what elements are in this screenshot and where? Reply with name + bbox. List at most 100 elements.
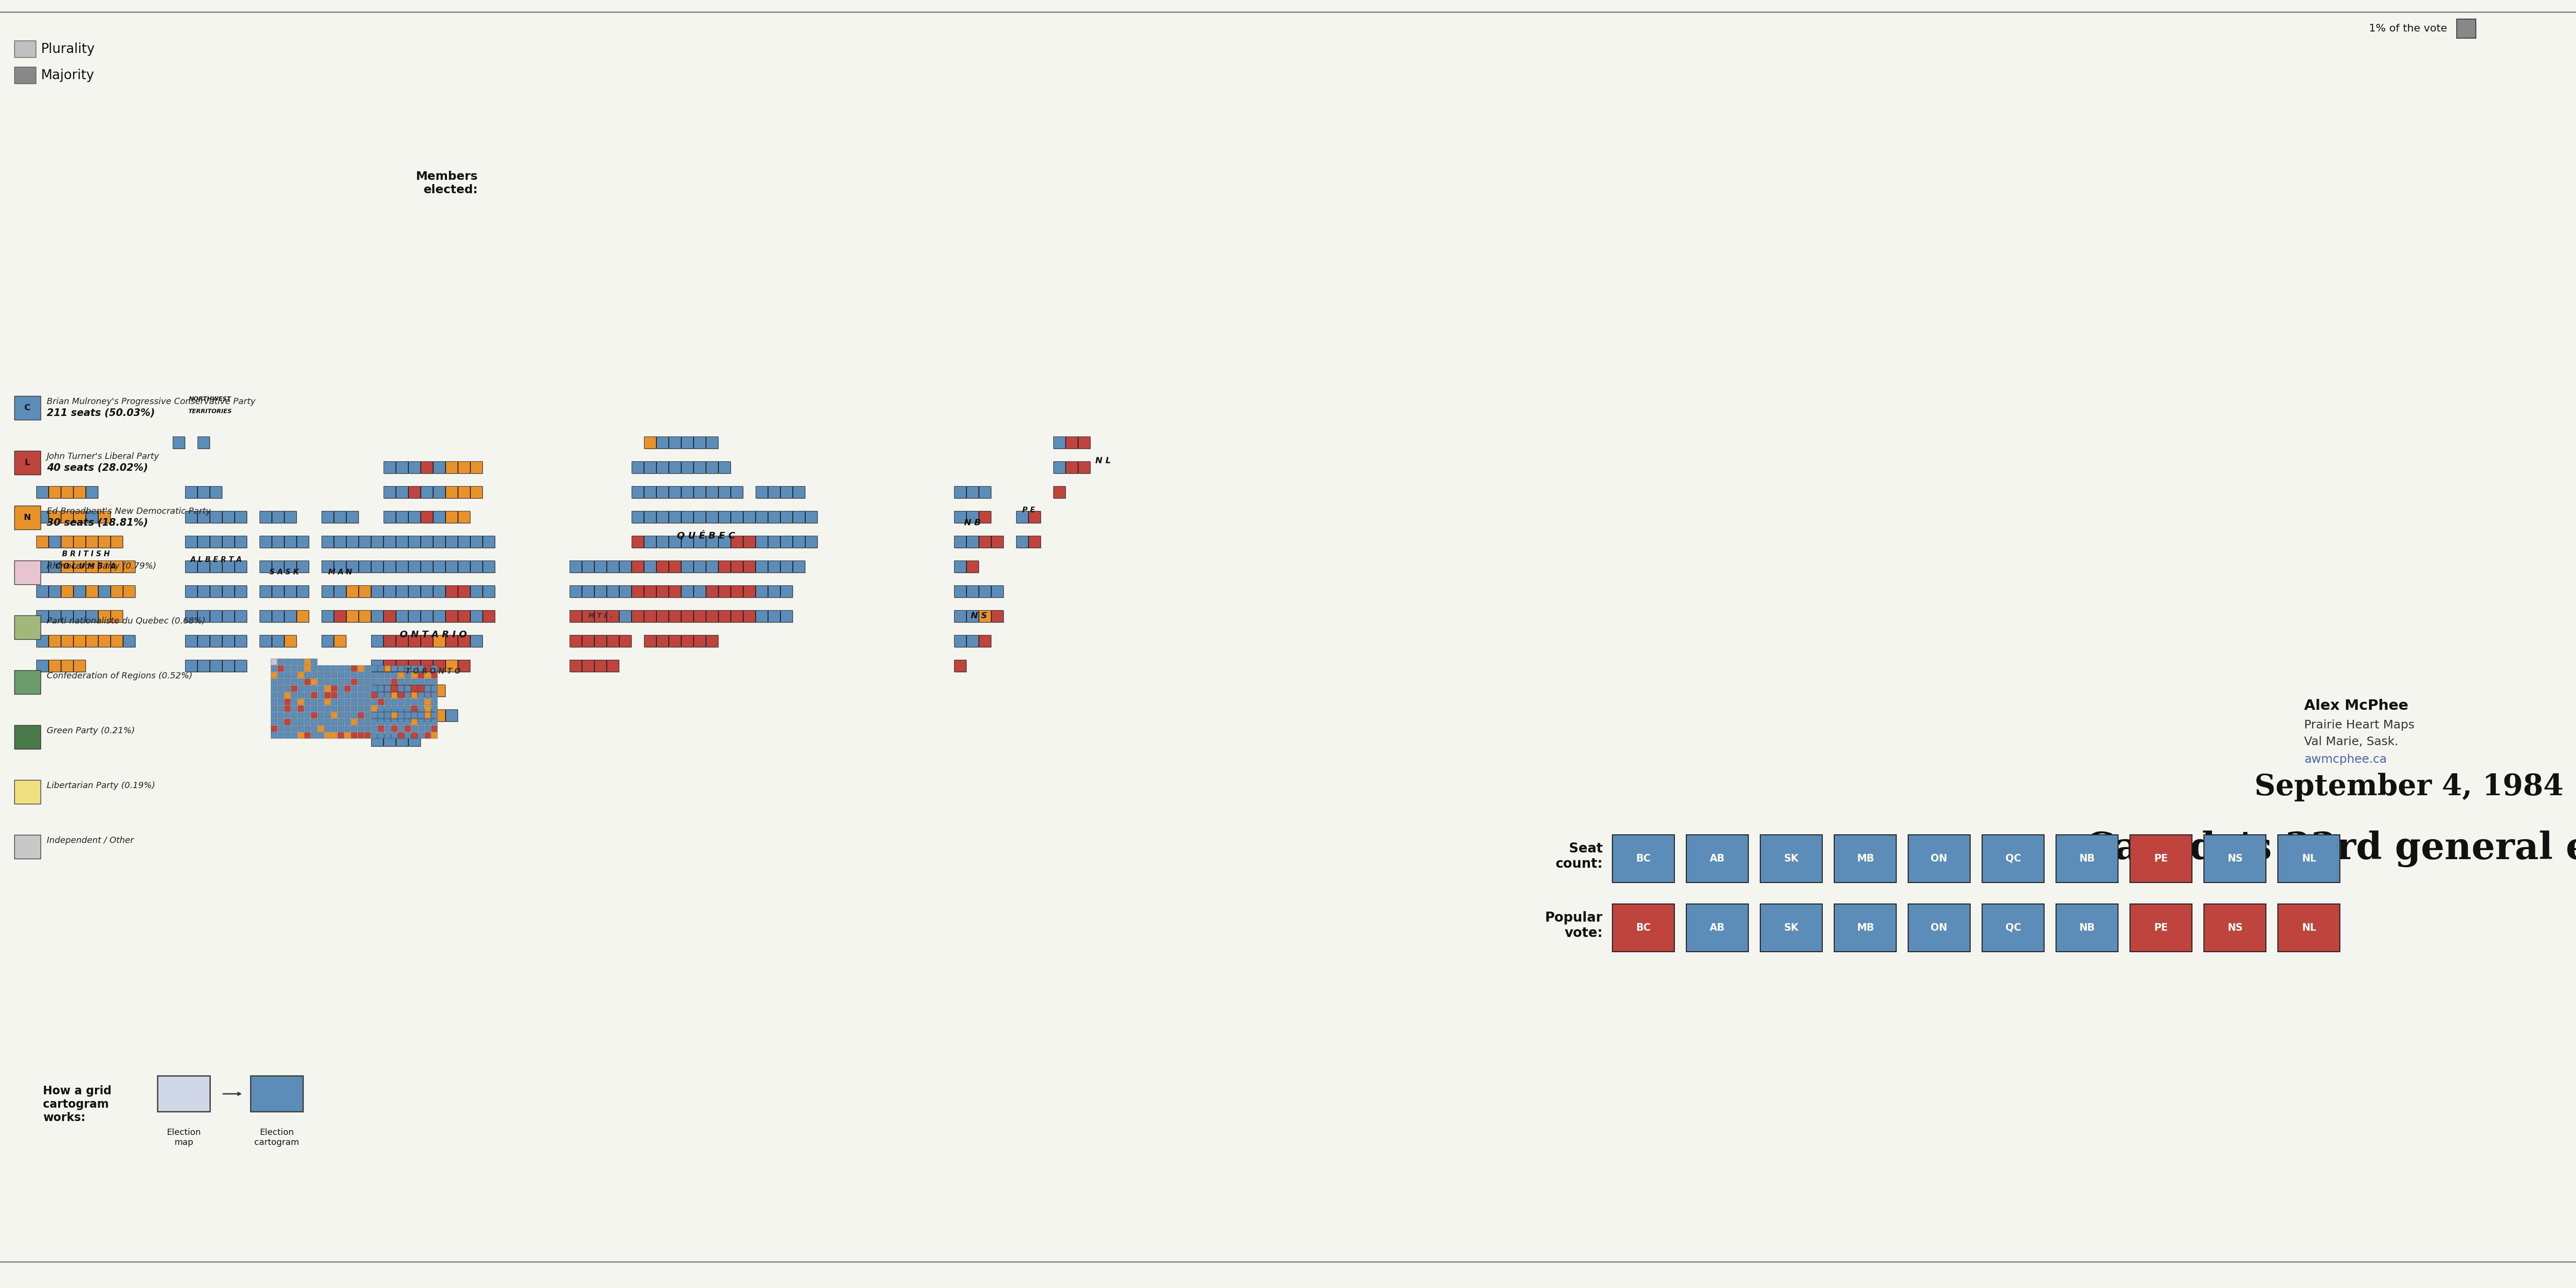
Bar [332,725,337,732]
Bar [392,712,397,719]
Bar [317,725,325,732]
Bar [644,511,657,524]
Bar [422,487,433,498]
Bar [371,661,384,672]
Text: John Turner's Liberal Party: John Turner's Liberal Party [46,452,160,461]
Bar [185,486,196,498]
Bar [435,462,446,474]
Bar [992,537,1005,549]
Text: Green Party (0.21%): Green Party (0.21%) [46,726,134,735]
Bar [332,719,337,725]
Bar [732,537,744,549]
Bar [278,706,283,712]
Bar [992,611,1005,623]
Bar [304,725,312,732]
Bar [471,536,482,547]
Bar [969,611,979,623]
Bar [2205,904,2267,952]
Bar [185,560,196,572]
Bar [696,537,706,549]
Bar [335,585,345,598]
Bar [384,672,392,679]
Bar [631,585,644,598]
Bar [435,611,446,623]
Bar [75,611,85,622]
Bar [397,706,404,712]
Bar [806,537,819,549]
Bar [459,486,469,498]
Bar [417,725,425,732]
Bar [345,511,358,523]
Bar [270,725,278,732]
Bar [793,511,804,523]
Bar [657,461,667,473]
Bar [2130,835,2192,882]
Bar [222,536,234,547]
Bar [36,562,49,573]
Bar [397,536,407,547]
Bar [435,562,446,573]
Bar [397,659,407,671]
Bar [744,585,755,598]
Bar [670,562,683,573]
Bar [569,636,582,648]
Bar [384,536,397,547]
Bar [36,611,49,622]
Bar [111,611,124,622]
Bar [88,537,98,549]
Bar [350,725,358,732]
Bar [198,586,211,598]
Bar [361,537,371,549]
Bar [404,685,410,692]
Text: N: N [23,514,31,522]
Bar [446,635,459,647]
Bar [332,706,337,712]
Bar [621,611,631,623]
Bar [793,562,806,573]
Bar [209,536,222,547]
Bar [345,585,358,598]
Bar [657,636,670,648]
Bar [384,725,392,732]
Bar [62,511,75,524]
Bar [299,586,309,598]
Bar [680,511,693,523]
Bar [420,635,433,647]
Bar [358,712,363,719]
Bar [422,462,433,474]
Bar [286,636,296,648]
Bar [332,679,337,685]
Bar [358,699,363,705]
Bar [384,679,392,685]
Bar [2130,904,2192,952]
Bar [304,685,312,692]
Bar [446,486,459,498]
Text: Majority: Majority [41,68,95,82]
Bar [397,684,407,697]
Text: NS: NS [2228,854,2244,863]
Bar [719,560,732,572]
Bar [420,560,433,572]
Bar [260,636,273,648]
Bar [211,636,222,648]
Bar [345,699,350,705]
Bar [75,635,85,647]
Bar [332,712,337,719]
Bar [283,719,291,725]
Bar [234,586,247,598]
Bar [363,706,371,712]
Bar [693,536,706,547]
Bar [304,719,312,725]
Bar [36,636,49,648]
Bar [966,486,979,498]
Bar [569,635,582,647]
Bar [696,586,706,598]
Bar [36,586,49,598]
Bar [36,487,49,498]
Bar [124,635,134,647]
Bar [412,706,417,712]
Bar [806,511,819,524]
Bar [430,692,438,698]
Bar [100,537,111,549]
Bar [693,560,706,572]
